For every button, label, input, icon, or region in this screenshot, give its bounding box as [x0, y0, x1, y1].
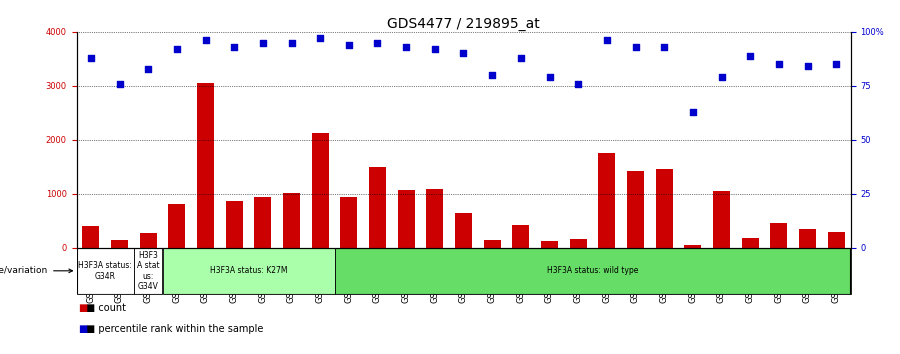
Text: ■ count: ■ count: [86, 303, 125, 313]
Bar: [799, 229, 816, 248]
Point: [428, 46, 442, 52]
Bar: [627, 171, 644, 248]
Bar: [483, 240, 500, 248]
Text: ■: ■: [78, 324, 87, 334]
Point: [370, 40, 384, 45]
Bar: [369, 167, 386, 248]
Text: H3F3A status: wild type: H3F3A status: wild type: [547, 266, 638, 275]
Bar: [713, 190, 730, 248]
Bar: [340, 197, 357, 248]
Point: [657, 44, 671, 50]
Point: [514, 55, 528, 61]
Point: [456, 51, 471, 56]
Point: [485, 72, 500, 78]
Bar: [283, 193, 300, 248]
Point: [141, 66, 156, 72]
Point: [715, 74, 729, 80]
Point: [198, 38, 212, 43]
Bar: [168, 204, 185, 248]
Point: [571, 81, 585, 86]
Bar: [541, 241, 558, 248]
Title: GDS4477 / 219895_at: GDS4477 / 219895_at: [387, 17, 540, 31]
Point: [771, 61, 786, 67]
Bar: [598, 153, 616, 248]
Bar: [742, 238, 759, 248]
Point: [313, 35, 328, 41]
Point: [800, 64, 814, 69]
Point: [599, 38, 614, 43]
Bar: [140, 233, 157, 248]
Bar: [655, 169, 673, 248]
Point: [169, 46, 184, 52]
Bar: [226, 201, 243, 248]
Point: [686, 109, 700, 115]
Bar: [427, 189, 444, 248]
Point: [256, 40, 270, 45]
Bar: [311, 133, 328, 248]
Bar: [197, 83, 214, 248]
Point: [399, 44, 413, 50]
Text: genotype/variation: genotype/variation: [0, 266, 73, 275]
Bar: [512, 225, 529, 248]
Bar: [134, 248, 163, 294]
Text: H3F3A status: K27M: H3F3A status: K27M: [210, 266, 287, 275]
Point: [743, 53, 758, 58]
Bar: [398, 190, 415, 248]
Text: ■ percentile rank within the sample: ■ percentile rank within the sample: [86, 324, 263, 334]
Point: [829, 61, 843, 67]
Bar: [828, 232, 845, 248]
Bar: [82, 226, 99, 248]
Bar: [163, 248, 335, 294]
Bar: [76, 248, 134, 294]
Bar: [454, 213, 472, 248]
Point: [227, 44, 241, 50]
Point: [84, 55, 98, 61]
Bar: [335, 248, 850, 294]
Bar: [254, 197, 272, 248]
Point: [342, 42, 356, 48]
Bar: [570, 239, 587, 248]
Point: [628, 44, 643, 50]
Bar: [111, 240, 128, 248]
Bar: [770, 223, 788, 248]
Text: ■: ■: [78, 303, 87, 313]
Point: [112, 81, 127, 86]
Point: [543, 74, 557, 80]
Bar: [684, 245, 701, 248]
Text: H3F3
A stat
us:
G34V: H3F3 A stat us: G34V: [137, 251, 159, 291]
Text: H3F3A status:
G34R: H3F3A status: G34R: [78, 261, 132, 280]
Point: [284, 40, 299, 45]
